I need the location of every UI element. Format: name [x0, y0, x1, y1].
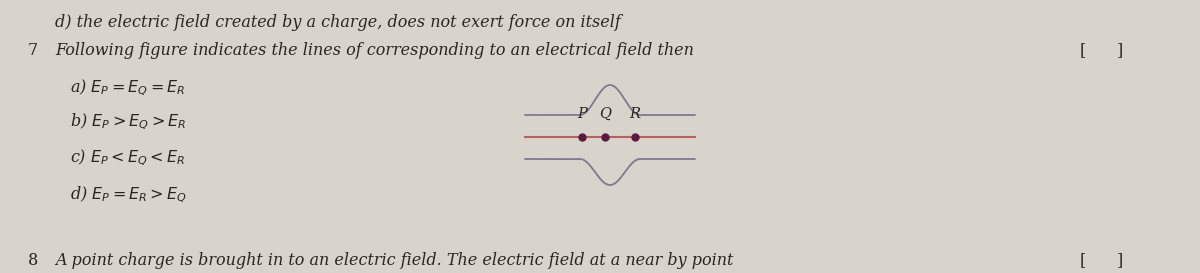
Text: A point charge is brought in to an electric field. The electric field at a near : A point charge is brought in to an elect… [55, 252, 733, 269]
Text: b) $E_P > E_Q > E_R$: b) $E_P > E_Q > E_R$ [70, 112, 186, 132]
Text: a) $E_P = E_Q = E_R$: a) $E_P = E_Q = E_R$ [70, 78, 186, 98]
Text: [      ]: [ ] [1080, 42, 1123, 59]
Text: [      ]: [ ] [1080, 252, 1123, 269]
Text: Q: Q [599, 107, 611, 121]
Text: 7: 7 [28, 42, 38, 59]
Text: c) $E_P < E_Q < E_R$: c) $E_P < E_Q < E_R$ [70, 148, 185, 168]
Text: Following figure indicates the lines of corresponding to an electrical field the: Following figure indicates the lines of … [55, 42, 694, 59]
Text: 8: 8 [28, 252, 38, 269]
Text: P: P [577, 107, 587, 121]
Text: d) the electric field created by a charge, does not exert force on itself: d) the electric field created by a charg… [55, 14, 620, 31]
Text: R: R [630, 107, 641, 121]
Text: d) $E_P = E_R > E_Q$: d) $E_P = E_R > E_Q$ [70, 185, 187, 205]
